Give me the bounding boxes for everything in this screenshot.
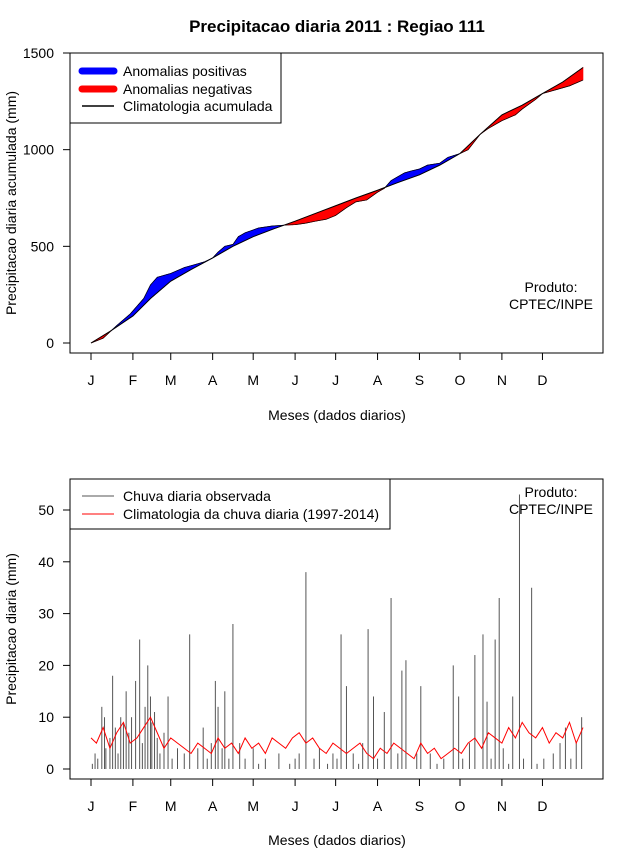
- legend-label-positive: Anomalias positivas: [123, 63, 247, 79]
- x-tick-label: A: [373, 798, 383, 814]
- y-tick-label: 0: [46, 761, 54, 777]
- x-tick-label: N: [497, 372, 507, 388]
- product-label-bottom: Produto:: [525, 484, 578, 500]
- x-tick-label: O: [455, 372, 466, 388]
- x-axis-label-bottom: Meses (dados diarios): [268, 832, 406, 848]
- y-tick-label: 1000: [23, 142, 54, 158]
- x-tick-label: M: [247, 798, 259, 814]
- observed-cumulative-line: [90, 79, 584, 344]
- y-axis-top: 0 500 1000 1500: [23, 45, 71, 351]
- product-source-bottom: CPTEC/INPE: [509, 501, 593, 517]
- daily-chart: 0 10 20 30 40 50 J F M A M J J A S O N D Precipitacao di…: [3, 478, 604, 848]
- cumulative-chart: Precipitacao diaria 2011 : Regiao 111 0 5…: [3, 17, 604, 423]
- x-tick-label: M: [247, 372, 259, 388]
- x-tick-label: J: [88, 798, 95, 814]
- daily-climatology-line: [90, 716, 584, 760]
- chart-title: Precipitacao diaria 2011 : Regiao 111: [189, 17, 485, 36]
- product-label-top: Produto:: [525, 279, 578, 295]
- legend-bottom: Chuva diaria observada Climatologia da c…: [69, 478, 391, 530]
- x-tick-label: F: [129, 372, 138, 388]
- x-tick-label: D: [537, 372, 547, 388]
- y-tick-label: 0: [46, 335, 54, 351]
- legend-label-daily-climatology: Climatologia da chuva diaria (1997-2014): [123, 506, 379, 522]
- climatology-cumulative-line: [90, 67, 584, 344]
- daily-rain-bars: [91, 494, 583, 769]
- product-source-top: CPTEC/INPE: [509, 296, 593, 312]
- legend-label-negative: Anomalias negativas: [123, 81, 252, 97]
- x-tick-label: S: [415, 798, 424, 814]
- anomaly-negative-segment: [581, 66, 584, 82]
- y-tick-label: 40: [38, 554, 54, 570]
- x-tick-label: F: [129, 798, 138, 814]
- x-tick-label: J: [332, 372, 339, 388]
- x-tick-label: J: [332, 798, 339, 814]
- legend-label-climatology: Climatologia acumulada: [123, 98, 273, 114]
- y-axis-bottom: 0 10 20 30 40 50: [38, 502, 71, 777]
- x-tick-label: D: [537, 798, 547, 814]
- x-tick-label: S: [415, 372, 424, 388]
- y-axis-label-top: Precipitacao diaria acumulada (mm): [3, 91, 19, 315]
- y-tick-label: 500: [31, 238, 55, 254]
- y-axis-label-bottom: Precipitacao diaria (mm): [3, 553, 19, 705]
- x-tick-label: O: [455, 798, 466, 814]
- y-tick-label: 30: [38, 606, 54, 622]
- x-tick-label: N: [497, 798, 507, 814]
- x-tick-label: M: [165, 798, 177, 814]
- legend-label-observed: Chuva diaria observada: [123, 488, 271, 504]
- y-tick-label: 10: [38, 709, 54, 725]
- legend-top: Anomalias positivas Anomalias negativas …: [69, 52, 282, 124]
- x-tick-label: J: [292, 372, 299, 388]
- x-axis-label-top: Meses (dados diarios): [268, 407, 406, 423]
- y-tick-label: 20: [38, 657, 54, 673]
- x-tick-label: M: [165, 372, 177, 388]
- y-tick-label: 50: [38, 502, 54, 518]
- x-tick-label: A: [373, 372, 383, 388]
- x-tick-label: J: [88, 372, 95, 388]
- x-tick-label: A: [208, 798, 218, 814]
- x-tick-label: J: [292, 798, 299, 814]
- y-tick-label: 1500: [23, 45, 54, 61]
- x-tick-label: A: [208, 372, 218, 388]
